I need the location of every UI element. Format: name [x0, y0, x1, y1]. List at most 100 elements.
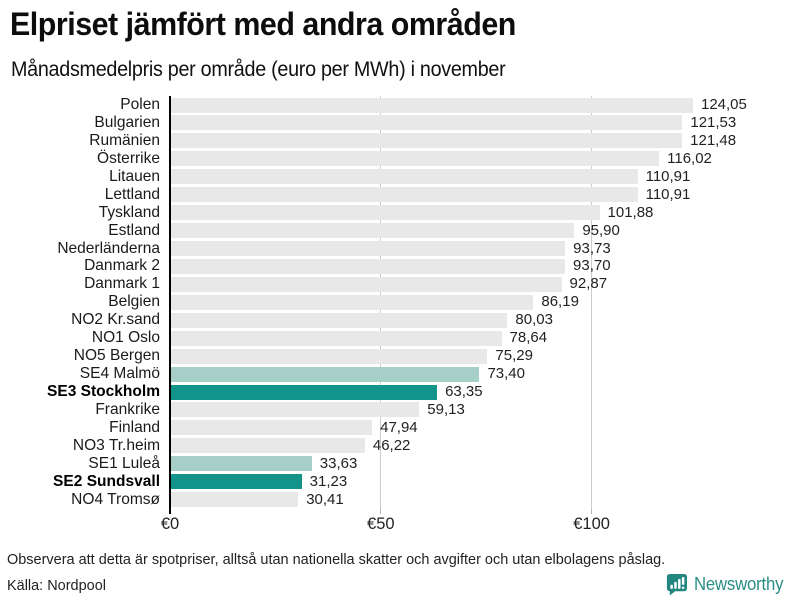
y-axis-line: [169, 96, 171, 514]
value-label: 116,02: [667, 149, 712, 167]
bar-track: 31,23: [170, 473, 800, 491]
bar: [170, 492, 299, 508]
category-label: SE2 Sundsvall: [53, 472, 161, 490]
value-label: 78,64: [509, 329, 548, 347]
bar: [170, 366, 480, 382]
x-axis-tick-label: €100: [573, 515, 610, 533]
bar: [170, 187, 638, 203]
value-label: 30,41: [306, 490, 344, 508]
bar: [170, 115, 683, 131]
bar: [170, 223, 575, 239]
value-label: 59,13: [427, 400, 465, 418]
bar-row: Danmark 2 93,70: [0, 257, 800, 275]
bar: [170, 133, 683, 149]
bar-track: 47,94: [170, 419, 800, 437]
bar-row: Estland 95,90: [0, 222, 800, 240]
bar: [170, 241, 566, 256]
x-axis-tick-label: €0: [160, 515, 180, 533]
category-label: Danmark 1: [84, 275, 160, 293]
category-label: Tyskland: [98, 203, 160, 221]
category-label: NO2 Kr.sand: [71, 311, 160, 329]
value-label: 93,70: [573, 257, 611, 275]
value-label: 73,40: [487, 365, 525, 383]
value-label: 110,91: [645, 185, 691, 203]
bar-track: 86,19: [170, 293, 800, 311]
bar-row: Polen 124,05: [0, 96, 800, 114]
bar-track: 63,35: [170, 383, 800, 401]
bar-track: 80,03: [170, 311, 800, 329]
category-label: Lettland: [104, 185, 160, 203]
bar-track: 78,64: [170, 329, 800, 347]
category-label: Rumänien: [89, 131, 160, 149]
bar-row: Nederländerna 93,73: [0, 240, 800, 258]
category-label: Litauen: [109, 167, 160, 185]
bar: [170, 312, 508, 328]
bar-row: Belgien 86,19: [0, 293, 800, 311]
bar-track: 92,87: [170, 275, 800, 293]
bar-row: Lettland 110,91: [0, 186, 800, 204]
newsworthy-wordmark: Newsworthy: [693, 574, 784, 594]
bar-row: NO5 Bergen 75,29: [0, 347, 800, 365]
bar-row: SE4 Malmö 73,40: [0, 365, 800, 383]
value-label: 124,05: [700, 96, 747, 113]
category-label: NO5 Bergen: [73, 347, 160, 365]
newsworthy-chart-bubble-icon: [666, 573, 688, 596]
category-label: NO4 Tromsø: [71, 490, 160, 508]
value-label: 33,63: [319, 454, 358, 472]
category-label: SE3 Stockholm: [47, 383, 160, 400]
value-label: 86,19: [541, 293, 579, 311]
bar-rows: Polen 124,05 Bulgarien 121,53 Rumänien 121,48…: [0, 96, 800, 509]
category-label: SE4 Malmö: [79, 365, 160, 383]
category-label: SE1 Luleå: [88, 454, 160, 472]
value-label: 46,22: [372, 436, 411, 454]
value-label: 92,87: [569, 275, 608, 293]
category-label: Estland: [108, 221, 160, 239]
newsworthy-logo[interactable]: Newsworthy: [665, 573, 790, 596]
bar-track: 124,05: [170, 96, 800, 114]
bar-row: Danmark 1 92,87: [0, 275, 800, 293]
bar-row: Tyskland 101,88: [0, 204, 800, 222]
bar: [170, 258, 566, 274]
value-label: 101,88: [607, 203, 654, 221]
bar: [170, 384, 438, 400]
bar-track: 93,73: [170, 240, 800, 258]
bar-track: 75,29: [170, 347, 800, 365]
chart-footnote: Observera att detta är spotpriser, allts…: [7, 551, 666, 568]
category-label: Polen: [120, 96, 160, 113]
value-label: 80,03: [515, 311, 553, 329]
bar: [170, 97, 693, 113]
bar: [170, 438, 365, 454]
bar-row: Bulgarien 121,53: [0, 114, 800, 132]
value-label: 110,91: [645, 167, 691, 185]
bar: [170, 169, 638, 185]
category-label: Belgien: [108, 293, 160, 311]
bar-row: Litauen 110,91: [0, 168, 800, 186]
page-title: Elpriset jämfört med andra områden: [10, 6, 516, 42]
bar: [170, 330, 502, 346]
source-attribution: Källa: Nordpool: [7, 577, 106, 594]
bar-track: 30,41: [170, 491, 800, 509]
bar-row: Finland 47,94: [0, 419, 800, 437]
bar-row: Österrike 116,02: [0, 150, 800, 168]
value-label: 75,29: [495, 347, 533, 365]
bar-row: NO2 Kr.sand 80,03: [0, 311, 800, 329]
bar-row: NO1 Oslo 78,64: [0, 329, 800, 347]
bar-row: Rumänien 121,48: [0, 132, 800, 150]
value-label: 121,53: [690, 113, 737, 131]
bar: [170, 456, 312, 472]
bar-track: 33,63: [170, 455, 800, 473]
chart-subtitle: Månadsmedelpris per område (euro per MWh…: [11, 58, 506, 81]
bar-row: SE1 Luleå 33,63: [0, 455, 800, 473]
value-label: 95,90: [582, 221, 620, 239]
bar: [170, 276, 562, 292]
bar: [170, 402, 420, 418]
category-label: Frankrike: [95, 400, 160, 418]
bar-track: 93,70: [170, 257, 800, 275]
bar-chart: €0 €50 €100 Polen 124,05 Bulgarien 121,53 Rumän…: [0, 96, 800, 541]
bar-track: 110,91: [170, 186, 800, 204]
bar-row: NO3 Tr.heim 46,22: [0, 437, 800, 455]
bar-row: Frankrike 59,13: [0, 401, 800, 419]
bar: [170, 151, 660, 167]
value-label: 121,48: [690, 131, 737, 149]
bar: [170, 205, 600, 221]
